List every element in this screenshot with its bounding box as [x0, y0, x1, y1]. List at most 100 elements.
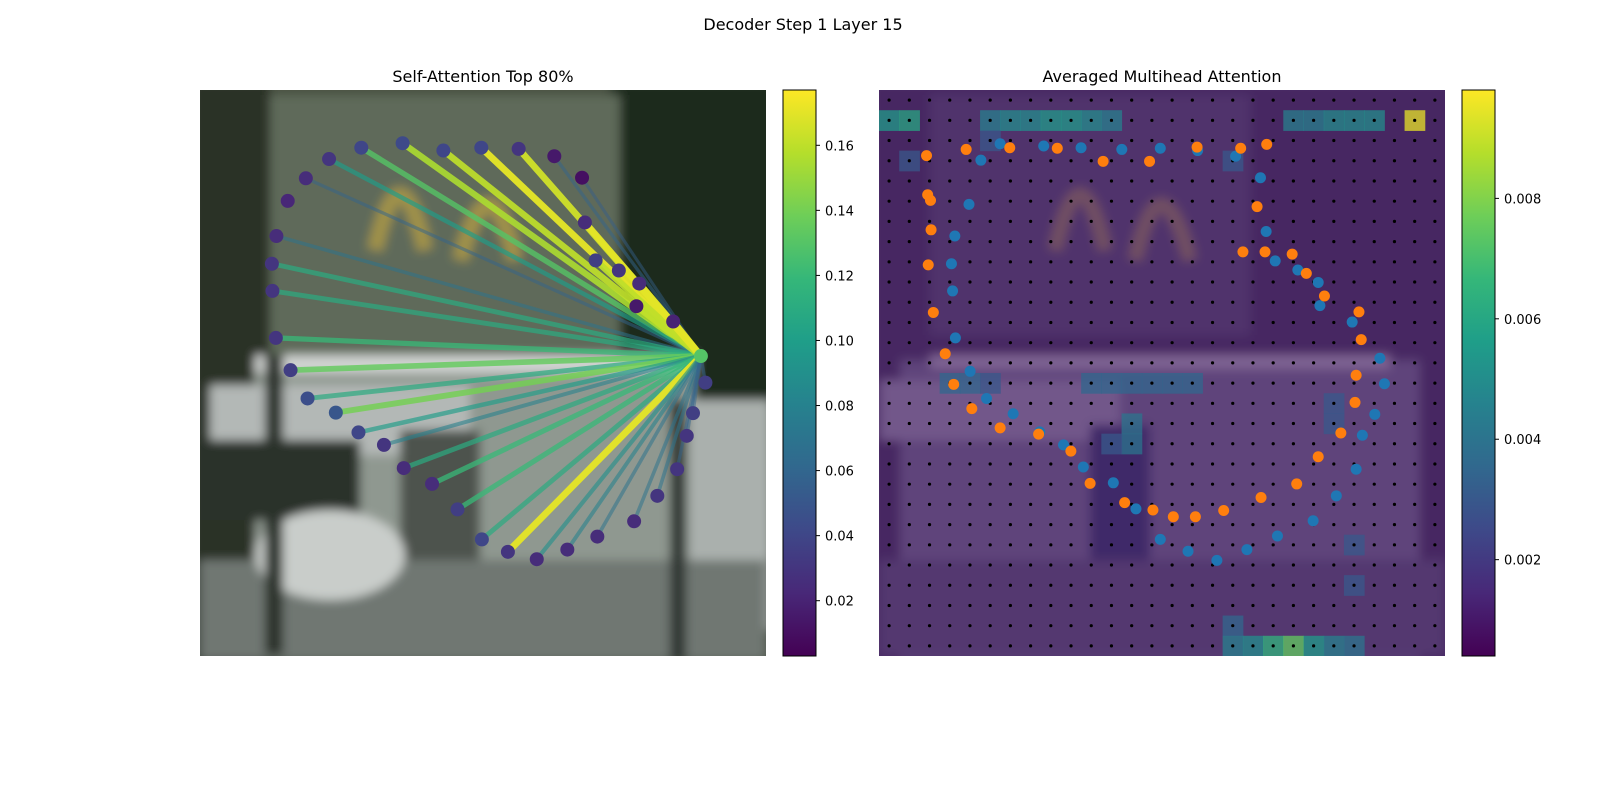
grid-dot — [1069, 199, 1073, 203]
grid-dot — [1190, 563, 1194, 567]
grid-dot — [1089, 421, 1093, 426]
grid-dot — [1413, 280, 1417, 284]
blue-keypoint — [1038, 140, 1050, 152]
grid-dot — [1008, 401, 1012, 405]
grid-dot — [1190, 381, 1194, 385]
grid-dot — [887, 381, 891, 385]
grid-dot — [1251, 199, 1255, 203]
grid-dot — [1089, 199, 1093, 203]
grid-dot — [1049, 644, 1053, 648]
grid-dot — [1352, 138, 1356, 143]
attention-point — [629, 299, 644, 314]
grid-dot — [1413, 381, 1417, 385]
grid-dot — [1271, 219, 1275, 223]
grid-dot — [1291, 341, 1295, 345]
grid-dot — [1332, 644, 1336, 648]
grid-dot — [927, 240, 932, 244]
grid-dot — [948, 159, 952, 163]
grid-dot — [1392, 543, 1397, 547]
grid-dot — [1231, 138, 1235, 143]
grid-dot — [968, 543, 972, 547]
grid-dot — [1251, 159, 1255, 163]
grid-dot — [1029, 624, 1033, 628]
orange-keypoint — [948, 378, 960, 390]
grid-dot — [1312, 603, 1316, 608]
attention-point — [450, 502, 465, 517]
grid-dot — [887, 523, 891, 527]
grid-dot — [948, 421, 952, 426]
grid-dot — [948, 442, 952, 446]
grid-dot — [968, 603, 972, 608]
grid-dot — [948, 179, 952, 183]
grid-dot — [1433, 118, 1437, 122]
grid-dot — [1291, 118, 1295, 122]
grid-dot — [1433, 563, 1437, 567]
colorbar-tick-label: 0.06 — [825, 465, 854, 480]
grid-dot — [1029, 219, 1033, 223]
grid-dot — [1372, 563, 1376, 567]
grid-dot — [1352, 300, 1356, 304]
grid-dot — [1170, 401, 1174, 405]
grid-dot — [948, 300, 952, 304]
grid-dot — [1251, 543, 1255, 547]
grid-dot — [968, 300, 972, 304]
grid-dot — [1069, 442, 1073, 446]
grid-dot — [1029, 118, 1033, 122]
grid-dot — [1291, 523, 1295, 527]
orange-keypoint — [1191, 141, 1203, 153]
grid-dot — [1251, 624, 1255, 628]
colorbar-tick-label: 0.16 — [825, 139, 854, 154]
grid-dot — [1372, 260, 1376, 264]
grid-dot — [1413, 98, 1417, 102]
grid-dot — [1231, 341, 1235, 345]
grid-dot — [1271, 644, 1275, 648]
grid-dot — [1251, 523, 1255, 527]
grid-dot — [1069, 401, 1073, 405]
grid-dot — [887, 401, 891, 405]
orange-keypoint — [1251, 201, 1263, 213]
grid-dot — [1433, 138, 1437, 143]
grid-dot — [1352, 624, 1356, 628]
grid-dot — [1291, 280, 1295, 284]
grid-dot — [988, 644, 992, 648]
attention-point — [265, 283, 280, 298]
grid-dot — [1008, 603, 1012, 608]
grid-dot — [1190, 543, 1194, 547]
grid-dot — [988, 219, 992, 223]
grid-dot — [1190, 320, 1194, 325]
grid-dot — [1150, 603, 1154, 608]
grid-dot — [887, 199, 891, 203]
grid-dot — [1291, 98, 1295, 102]
grid-dot — [1372, 361, 1376, 365]
grid-dot — [1150, 199, 1154, 203]
grid-dot — [948, 199, 952, 203]
grid-dot — [1008, 644, 1012, 648]
grid-dot — [1150, 179, 1154, 183]
grid-dot — [1190, 159, 1194, 163]
grid-dot — [1271, 603, 1275, 608]
grid-dot — [1413, 543, 1417, 547]
grid-dot — [927, 401, 932, 405]
grid-dot — [1029, 361, 1033, 365]
grid-dot — [1029, 199, 1033, 203]
orange-keypoint — [994, 422, 1006, 434]
attention-point — [264, 256, 279, 271]
grid-dot — [1413, 502, 1417, 506]
blue-keypoint — [945, 258, 957, 270]
grid-dot — [1210, 523, 1215, 527]
grid-dot — [1231, 624, 1235, 628]
grid-dot — [1109, 523, 1114, 527]
grid-dot — [1089, 118, 1093, 122]
orange-keypoint — [1051, 142, 1063, 154]
grid-dot — [988, 98, 992, 102]
grid-dot — [1008, 381, 1012, 385]
grid-dot — [988, 624, 992, 628]
grid-dot — [1190, 199, 1194, 203]
grid-dot — [1352, 260, 1356, 264]
grid-dot — [948, 482, 952, 486]
orange-keypoint — [1259, 246, 1271, 258]
grid-dot — [1089, 543, 1093, 547]
grid-dot — [1291, 159, 1295, 163]
grid-dot — [1190, 603, 1194, 608]
grid-dot — [907, 644, 911, 648]
